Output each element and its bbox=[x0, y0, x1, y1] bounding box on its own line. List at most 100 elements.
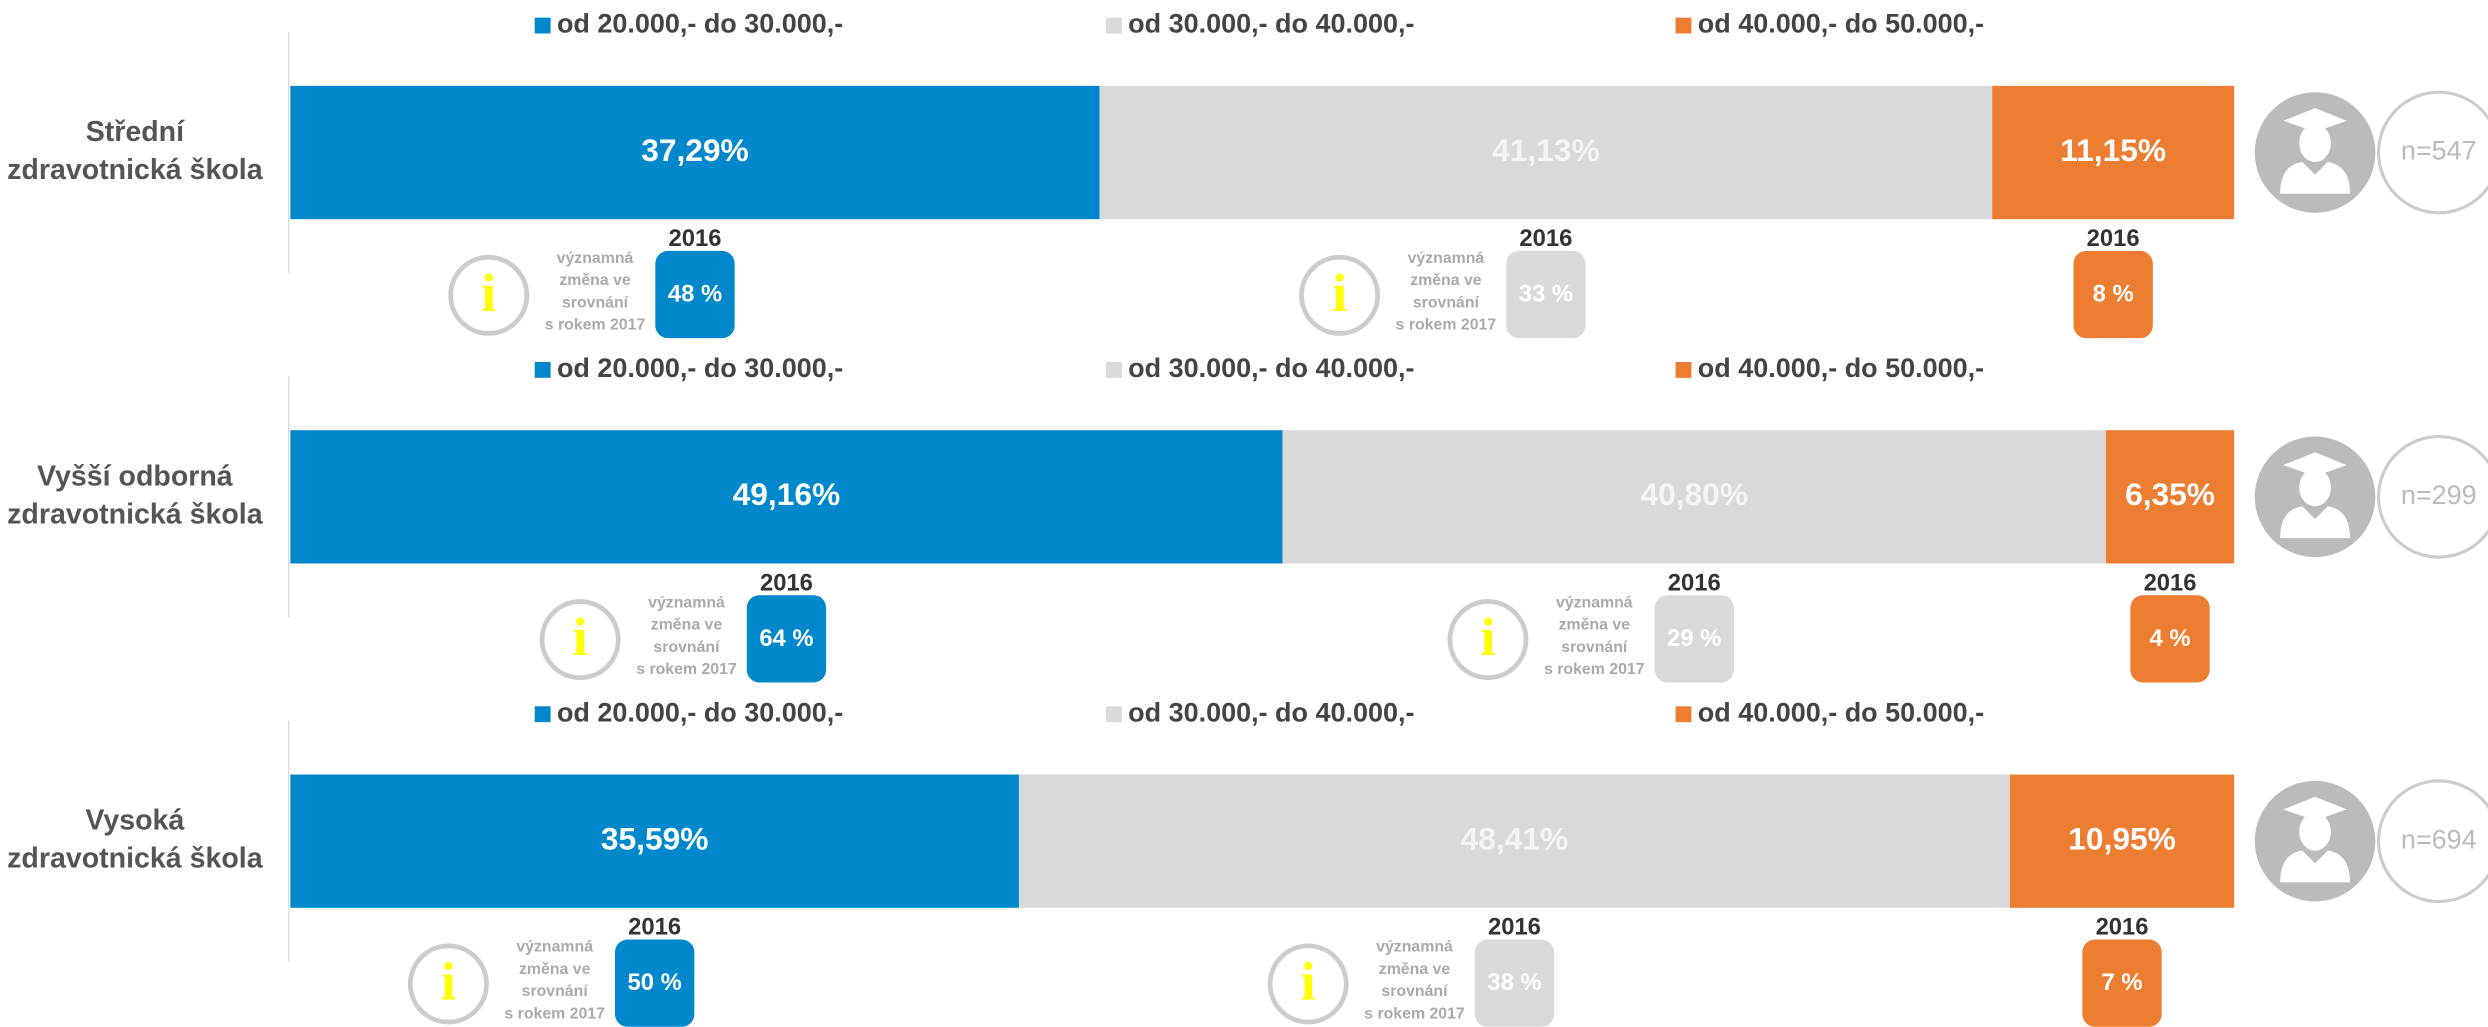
previous-box bbox=[1474, 939, 1555, 1027]
note-text: srovnání bbox=[562, 294, 629, 311]
previous-value: 29 % bbox=[1667, 625, 1721, 652]
bar-segment bbox=[1018, 774, 2010, 908]
note-text: významná bbox=[648, 594, 725, 611]
legend-label: od 30.000,- do 40.000,- bbox=[1128, 697, 1414, 727]
category-label: Vysoká bbox=[85, 805, 184, 837]
note-text: s rokem 2017 bbox=[1364, 1005, 1465, 1022]
value-label: 40,80% bbox=[1640, 476, 1748, 512]
info-i: i bbox=[1301, 952, 1316, 1012]
note-text: významná bbox=[1408, 250, 1485, 267]
note-text: srovnání bbox=[522, 983, 589, 1000]
category-label: zdravotnická škola bbox=[7, 843, 264, 875]
legend-swatch bbox=[1675, 706, 1692, 723]
note-text: významná bbox=[516, 939, 593, 956]
bar-segment bbox=[1992, 85, 2235, 220]
graduate-cap bbox=[2283, 108, 2347, 132]
note-text: významná bbox=[1556, 594, 1633, 611]
n-circle bbox=[2376, 90, 2488, 215]
info-i: i bbox=[1332, 263, 1347, 323]
note-text: s rokem 2017 bbox=[504, 1005, 605, 1022]
previous-year: 2016 bbox=[760, 569, 813, 596]
note-text: změna ve bbox=[1379, 961, 1451, 978]
graduate-cap bbox=[2283, 452, 2347, 477]
previous-box bbox=[655, 250, 735, 339]
info-icon bbox=[407, 943, 489, 1025]
n-circle bbox=[2376, 779, 2488, 904]
graduate-head bbox=[2299, 123, 2331, 163]
category-label: Střední bbox=[86, 116, 185, 148]
previous-box bbox=[746, 595, 827, 683]
previous-year: 2016 bbox=[1668, 569, 1721, 596]
value-label: 48,41% bbox=[1461, 821, 1569, 857]
value-label: 35,59% bbox=[601, 821, 709, 857]
previous-value: 38 % bbox=[1487, 969, 1541, 996]
previous-year: 2016 bbox=[2144, 569, 2197, 596]
note-text: změna ve bbox=[1559, 617, 1631, 634]
previous-year: 2016 bbox=[628, 914, 681, 941]
note-text: s rokem 2017 bbox=[1544, 661, 1645, 678]
info-icon bbox=[448, 254, 530, 336]
info-icon bbox=[1447, 599, 1529, 681]
bar-segment bbox=[1099, 85, 1993, 220]
legend-swatch bbox=[1105, 361, 1122, 378]
graduate-head bbox=[2299, 468, 2331, 507]
legend-label: od 30.000,- do 40.000,- bbox=[1128, 353, 1414, 383]
info-i: i bbox=[573, 607, 588, 667]
legend-swatch bbox=[1675, 361, 1692, 378]
note-text: změna ve bbox=[651, 617, 723, 634]
legend-label: od 20.000,- do 30.000,- bbox=[557, 353, 843, 383]
previous-box bbox=[2130, 595, 2210, 683]
value-label: 11,15% bbox=[2060, 132, 2166, 168]
category-label: zdravotnická škola bbox=[7, 498, 264, 530]
note-text: srovnání bbox=[653, 639, 720, 656]
note-text: s rokem 2017 bbox=[1396, 317, 1497, 334]
value-label: 41,13% bbox=[1492, 132, 1600, 168]
note-text: změna ve bbox=[1410, 272, 1482, 289]
n-label: n=299 bbox=[2401, 480, 2477, 510]
note-text: srovnání bbox=[1381, 983, 1448, 1000]
legend-swatch bbox=[1105, 17, 1122, 34]
previous-box bbox=[614, 939, 695, 1027]
previous-value: 64 % bbox=[759, 625, 813, 652]
graduate-cap bbox=[2283, 796, 2347, 821]
previous-value: 48 % bbox=[668, 281, 722, 308]
legend-swatch bbox=[534, 706, 551, 723]
note-text: s rokem 2017 bbox=[636, 661, 737, 678]
category-label: zdravotnická škola bbox=[7, 154, 264, 186]
category-label: Vyšší odborná bbox=[37, 460, 233, 492]
n-label: n=547 bbox=[2401, 136, 2477, 166]
value-label: 6,35% bbox=[2125, 476, 2215, 512]
previous-value: 7 % bbox=[2102, 969, 2143, 996]
legend-label: od 20.000,- do 30.000,- bbox=[557, 9, 843, 39]
info-i: i bbox=[1480, 607, 1495, 667]
note-text: významná bbox=[1376, 939, 1453, 956]
previous-year: 2016 bbox=[1519, 225, 1572, 252]
bar-segment bbox=[1282, 430, 2106, 564]
legend-label: od 20.000,- do 30.000,- bbox=[557, 697, 843, 727]
graduate-head bbox=[2299, 812, 2331, 851]
legend-swatch bbox=[1105, 706, 1122, 723]
note-text: změna ve bbox=[519, 961, 591, 978]
value-label: 37,29% bbox=[641, 132, 749, 168]
previous-value: 33 % bbox=[1519, 281, 1573, 308]
previous-value: 8 % bbox=[2093, 281, 2134, 308]
note-text: významná bbox=[557, 250, 634, 267]
legend-swatch bbox=[1675, 17, 1692, 34]
note-text: s rokem 2017 bbox=[545, 317, 646, 334]
previous-box bbox=[1654, 595, 1734, 683]
note-text: srovnání bbox=[1561, 639, 1628, 656]
info-i: i bbox=[441, 952, 456, 1012]
bar-segment bbox=[2105, 430, 2235, 564]
previous-value: 4 % bbox=[2150, 625, 2191, 652]
previous-box bbox=[1506, 250, 1586, 339]
legend-swatch bbox=[534, 17, 551, 34]
bar-segment bbox=[290, 430, 1283, 564]
value-label: 49,16% bbox=[733, 476, 841, 512]
legend-label: od 40.000,- do 50.000,- bbox=[1698, 697, 1984, 727]
legend-label: od 40.000,- do 50.000,- bbox=[1698, 9, 1984, 39]
value-label: 10,95% bbox=[2068, 821, 2176, 857]
previous-box bbox=[2073, 250, 2153, 339]
previous-year: 2016 bbox=[669, 225, 722, 252]
graduate-body bbox=[2280, 850, 2350, 883]
